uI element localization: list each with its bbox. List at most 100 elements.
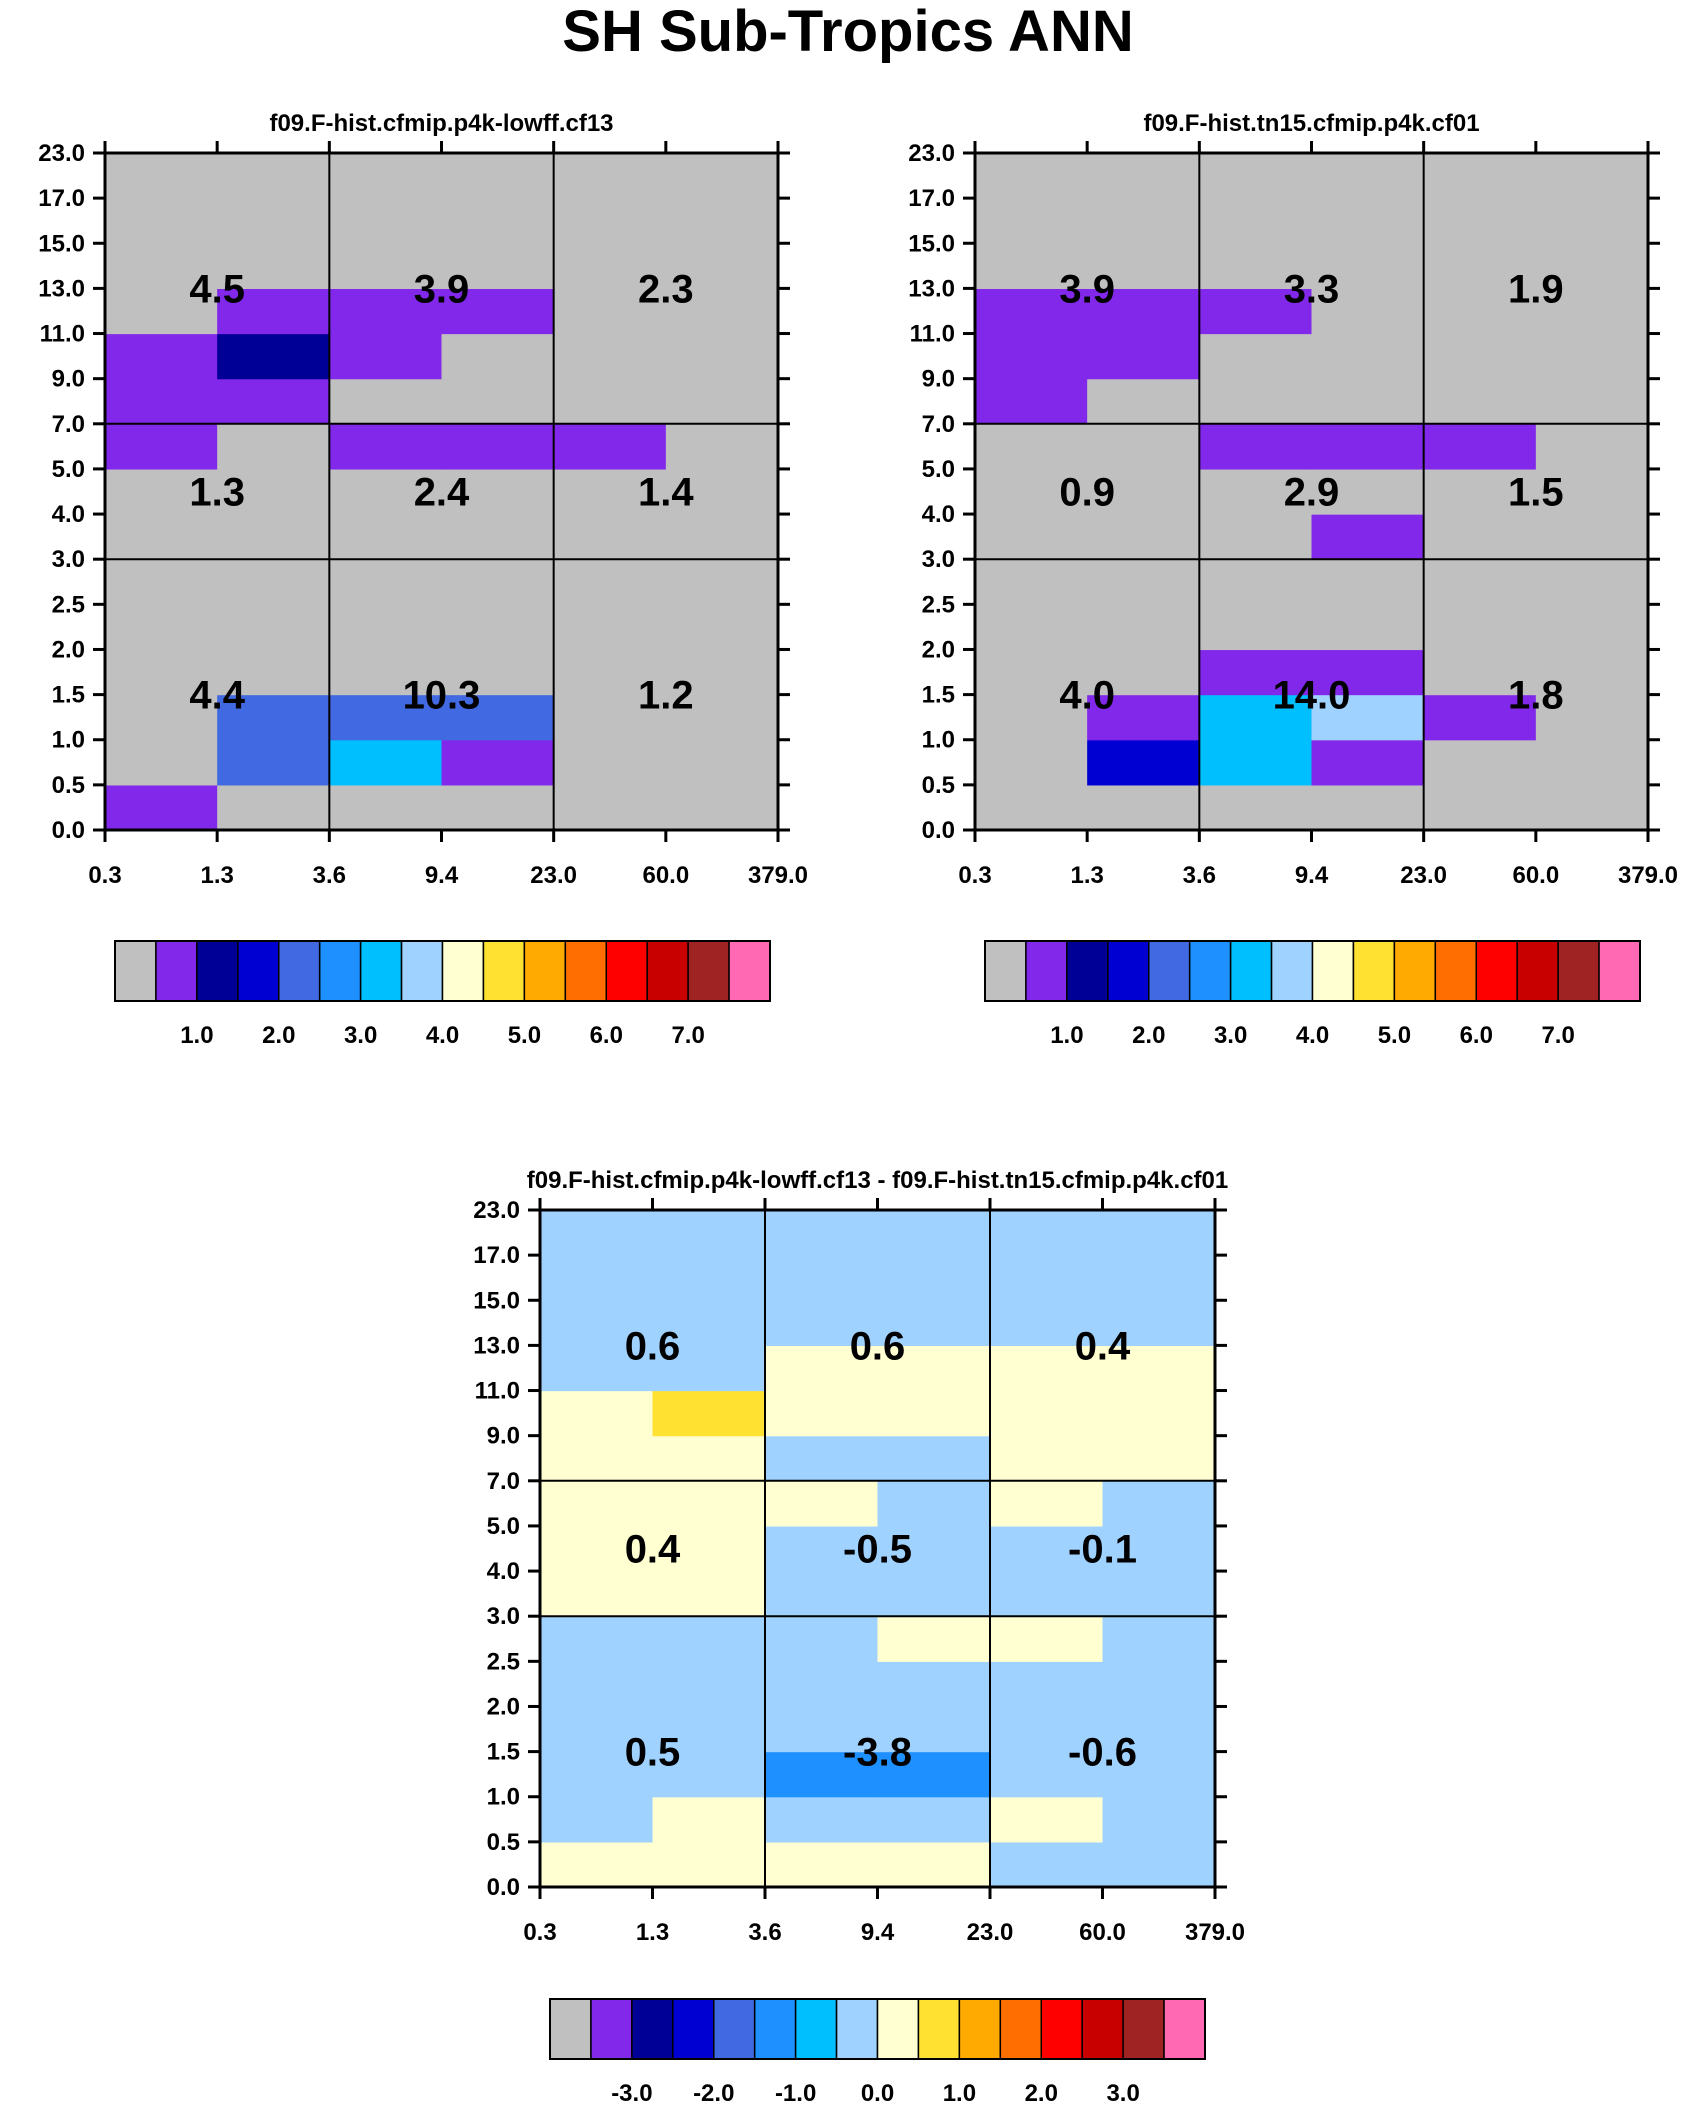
heatmap-cell: [1535, 694, 1649, 741]
heatmap-cell: [1102, 1616, 1216, 1662]
colorbar-swatch: [835, 1998, 879, 2060]
x-tick-label: 23.0: [967, 1919, 1014, 1946]
heatmap-cell: [990, 1300, 1104, 1346]
heatmap-cell: [765, 1345, 879, 1392]
heatmap-cell: [665, 649, 779, 696]
heatmap-cell: [1199, 649, 1313, 696]
y-tick-label: 15.0: [908, 230, 955, 257]
heatmap-cell: [1423, 423, 1537, 470]
heatmap-cell: [1199, 739, 1313, 786]
y-tick-label: 0.5: [487, 1829, 520, 1856]
heatmap-cell: [441, 288, 555, 335]
heatmap-cell: [990, 1525, 1104, 1572]
region-value-label: 3.9: [414, 267, 470, 311]
colorbar-swatch: [564, 940, 607, 1002]
heatmap-cell: [1535, 378, 1649, 425]
heatmap-cell: [652, 1841, 766, 1888]
colorbar-label: 1.0: [1050, 1022, 1083, 1049]
heatmap-cell: [1311, 784, 1425, 831]
colorbar-swatch: [1352, 940, 1396, 1002]
x-tick-label: 60.0: [1079, 1919, 1126, 1946]
heatmap-cell: [1199, 198, 1313, 244]
region-value-label: 0.4: [1075, 1324, 1131, 1368]
heatmap-cell: [540, 1751, 654, 1798]
heatmap-cell: [652, 1300, 766, 1346]
heatmap-cell: [652, 1661, 766, 1708]
region-value-label: 4.0: [1059, 674, 1115, 718]
y-tick-label: 2.5: [487, 1648, 520, 1675]
heatmap-cell: [990, 1796, 1104, 1843]
colorbar-swatch: [318, 940, 362, 1002]
colorbar-label: -1.0: [775, 2080, 816, 2107]
heatmap-cell: [105, 694, 218, 741]
x-tick-label: 379.0: [748, 862, 808, 889]
region-value-label: 0.9: [1059, 471, 1115, 515]
heatmap-cell: [1087, 649, 1200, 696]
heatmap-cell: [1423, 694, 1537, 741]
heatmap-cell: [217, 694, 330, 741]
heatmap-cell: [877, 1841, 991, 1888]
colorbar-frame: [984, 940, 1641, 1002]
region-value-label: 10.3: [403, 674, 481, 718]
heatmap-cell: [1102, 1706, 1216, 1753]
heatmap-cell: [1199, 604, 1313, 651]
heatmap-cell: [877, 1210, 991, 1256]
heatmap-cell: [329, 694, 443, 741]
colorbar-label: -2.0: [693, 2080, 734, 2107]
heatmap-cell: [1535, 514, 1649, 560]
heatmap-cell: [1423, 468, 1537, 515]
y-tick-label: 7.0: [52, 411, 85, 438]
heatmap-cell: [1102, 1751, 1216, 1798]
colorbar-swatch: [359, 940, 403, 1002]
heatmap-cell: [1311, 378, 1425, 425]
y-tick-label: 9.0: [487, 1423, 520, 1450]
heatmap-cell: [877, 1390, 991, 1437]
heatmap-cell: [540, 1661, 654, 1708]
y-tick-label: 15.0: [473, 1287, 520, 1314]
heatmap-cell: [665, 333, 779, 380]
heatmap-cell: [665, 423, 779, 470]
heatmap-cell: [665, 198, 779, 244]
x-tick-label: 60.0: [642, 862, 689, 889]
colorbar-label: 2.0: [1132, 1022, 1165, 1049]
colorbar-label: 1.0: [943, 2080, 976, 2107]
colorbar-swatch: [278, 940, 321, 1002]
heatmap-cell: [1423, 243, 1537, 289]
heatmap-cell: [553, 739, 667, 786]
chart-panel-2: f09.F-hist.tn15.cfmip.p4k.cf01 0.0 0.5 1.0 1…: [908, 110, 1678, 1049]
colorbar-swatch: [753, 1998, 797, 2060]
heatmap-cell: [329, 153, 443, 199]
y-tick-label: 3.0: [52, 546, 85, 573]
x-tick-label: 0.3: [88, 862, 121, 889]
heatmap-cell: [217, 288, 330, 335]
region-value-label: 4.4: [189, 674, 245, 718]
heatmap-cell: [765, 1435, 879, 1482]
heatmap-cell: [329, 243, 443, 289]
colorbar-label: 1.0: [180, 1022, 213, 1049]
heatmap-cell: [1087, 198, 1200, 244]
heatmap-cell: [1102, 1435, 1216, 1482]
heatmap-cell: [540, 1345, 654, 1392]
heatmap-cell: [441, 378, 555, 425]
heatmap-cell: [329, 333, 443, 380]
heatmap-cell: [1535, 288, 1649, 335]
heatmap-cell: [1087, 243, 1200, 289]
heatmap-cell: [765, 1841, 879, 1888]
y-tick-label: 2.0: [52, 636, 85, 663]
heatmap-cell: [1311, 559, 1425, 605]
colorbar-label: 0.0: [861, 2080, 894, 2107]
colorbar-swatch: [549, 1998, 592, 2060]
heatmap-cell: [105, 604, 218, 651]
x-tick-label: 0.3: [958, 862, 991, 889]
heatmap-cell: [765, 1300, 879, 1346]
heatmap-cell: [1423, 649, 1537, 696]
heatmap-cell: [105, 333, 218, 380]
colorbar-swatch: [155, 940, 198, 1002]
heatmap-cell: [652, 1480, 766, 1527]
heatmap-cell: [217, 514, 330, 560]
colorbar-swatch: [687, 940, 730, 1002]
x-tick-label: 23.0: [530, 862, 577, 889]
y-tick-label: 0.0: [922, 817, 955, 844]
colorbar-swatch: [1163, 1998, 1206, 2060]
heatmap-cell: [1199, 288, 1313, 335]
